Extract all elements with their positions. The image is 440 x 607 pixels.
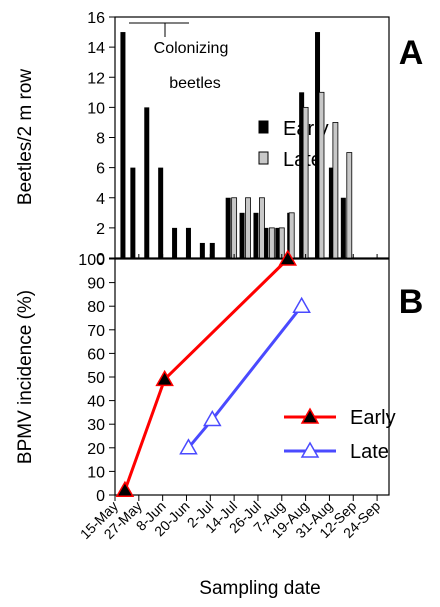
- panel-a-ytick-label: 4: [96, 191, 105, 208]
- bar-early: [199, 242, 205, 258]
- bar-late: [332, 122, 339, 259]
- bar-late: [346, 152, 353, 259]
- bar-late: [268, 227, 275, 259]
- panel-b-ytick-label: 90: [87, 276, 105, 293]
- panel-b-ytick-label: 60: [87, 346, 105, 363]
- x-axis-title: Sampling date: [199, 578, 320, 599]
- panel-b-legend: Early Late: [284, 407, 396, 463]
- legend-swatch-late: [258, 151, 269, 165]
- bar-late: [245, 197, 251, 259]
- marker-late: [202, 409, 222, 427]
- panel-a-ytick-label: 8: [96, 131, 105, 148]
- panel-a-ytick-label: 12: [87, 70, 105, 87]
- bar-late: [278, 227, 285, 259]
- panel-a-plot: 0 2 4 6 8 10 12 14 16: [87, 10, 390, 268]
- panel-b-ylabel: BPMV incidence (%): [15, 290, 36, 464]
- legend-marker-late: [300, 441, 320, 458]
- panel-a-ytick-label: 16: [87, 10, 105, 27]
- colonizing-annotation: Colonizing beetles: [129, 22, 229, 92]
- bar-early: [315, 32, 321, 258]
- panel-a-letter: A: [399, 34, 424, 72]
- marker-early: [115, 480, 135, 498]
- legend-marker-early: [300, 407, 320, 424]
- panel-a-ytick-label: 10: [87, 100, 105, 117]
- bar-early: [120, 32, 126, 258]
- annotation-line-1: Colonizing: [154, 40, 229, 57]
- line-early: [123, 257, 289, 491]
- bar-early: [328, 167, 334, 258]
- panel-b-letter: B: [399, 283, 424, 321]
- panel-b-ytick-label: 70: [87, 323, 105, 340]
- marker-early: [278, 249, 298, 266]
- bar-early: [209, 242, 215, 258]
- panel-a-ylabel: Beetles/2 m row: [15, 69, 36, 205]
- line-late: [187, 305, 303, 449]
- bar-early: [144, 107, 150, 258]
- bar-early: [253, 212, 259, 258]
- marker-late: [179, 438, 198, 455]
- panel-b-ytick-label: 50: [87, 370, 105, 387]
- bar-late: [288, 212, 295, 259]
- bar-late: [259, 197, 265, 259]
- bar-early: [275, 227, 281, 258]
- bar-late: [302, 106, 309, 259]
- panel-a-ytick-label: 6: [96, 161, 105, 178]
- panel-b-ytick-label: 10: [87, 464, 105, 481]
- bar-early: [130, 167, 136, 258]
- panel-a-ytick-label: 14: [87, 40, 105, 57]
- bar-early: [225, 197, 231, 258]
- annotation-line-2: beetles: [169, 75, 221, 92]
- legend-label-early-b: Early: [350, 407, 396, 429]
- bar-early: [340, 197, 346, 258]
- panel-b-ytick-label: 100: [78, 252, 105, 269]
- panel-b-ytick-label: 0: [96, 488, 105, 505]
- panel-a-ytick-label: 0: [96, 251, 105, 268]
- bar-early: [263, 227, 269, 258]
- panel-b-ytick-label: 20: [87, 441, 105, 458]
- legend-swatch-early: [258, 120, 269, 134]
- marker-late: [292, 296, 311, 313]
- bar-early: [172, 227, 178, 258]
- bar-early: [185, 227, 191, 258]
- bar-early: [239, 212, 245, 258]
- marker-early: [155, 369, 174, 387]
- panel-b-ytick-label: 80: [87, 299, 105, 316]
- panel-b-ytick-label: 30: [87, 417, 105, 434]
- bar-early: [158, 167, 164, 258]
- panel-b-plot: 0 10 20 30 40 50 60 70 80 90 100: [78, 249, 390, 505]
- bar-late: [231, 197, 238, 259]
- bar-early: [299, 92, 305, 258]
- legend-label-late-b: Late: [350, 441, 389, 463]
- panel-b-ytick-label: 40: [87, 394, 105, 411]
- panel-a-ytick-label: 2: [96, 221, 105, 238]
- bar-late: [318, 91, 325, 259]
